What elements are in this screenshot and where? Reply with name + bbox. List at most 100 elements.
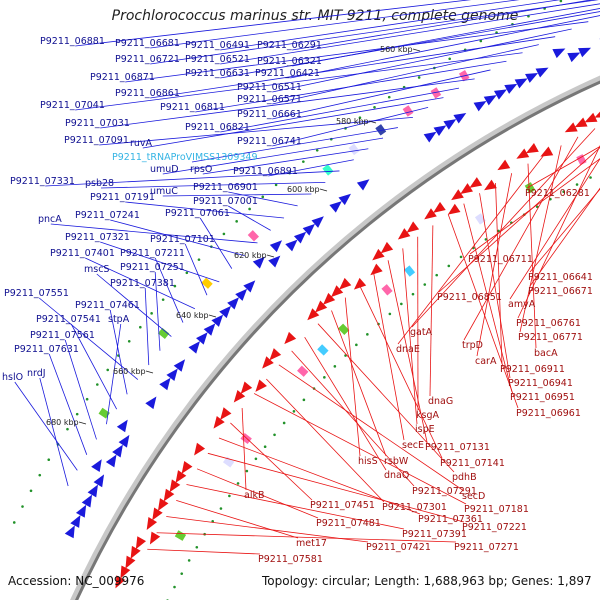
outer-tick-dot: [274, 183, 278, 187]
reverse-gene-label: ispE: [415, 424, 435, 435]
inner-tick-dot: [562, 190, 565, 194]
reverse-gene-label: P9211_07481: [316, 518, 381, 529]
outer-tick-dot: [373, 106, 376, 109]
forward-label-connector: [184, 243, 208, 296]
reverse-gene-label: P9211_07361: [418, 514, 483, 525]
reverse-gene-label: P9211_07291: [412, 486, 477, 497]
forward-gene-arrow: [473, 100, 487, 112]
reverse-gene-arrow: [255, 379, 267, 392]
forward-gene-arrow: [552, 48, 566, 59]
outer-tick-dot: [358, 116, 362, 120]
forward-gene-label: P9211_06521: [185, 54, 250, 65]
forward-gene-label: P9211_06871: [90, 72, 155, 83]
reverse-label-connector: [278, 364, 465, 492]
reverse-gene-label: dnaE: [396, 344, 420, 355]
reverse-gene-arrow: [146, 517, 158, 530]
forward-label-connector: [75, 0, 472, 47]
reverse-label-connector: [469, 158, 600, 255]
forward-gene-label: P9211_06491: [185, 40, 250, 51]
reverse-gene-arrow: [169, 479, 181, 493]
forward-gene-arrow: [483, 95, 497, 106]
outer-tick-dot: [66, 427, 69, 431]
reverse-label-connector: [291, 350, 415, 487]
forward-gene-label: P9211_06811: [160, 102, 225, 113]
forward-label-connector: [48, 353, 88, 455]
reverse-label-connector: [463, 136, 579, 341]
outer-tick-dot: [139, 325, 142, 329]
reverse-gene-arrow: [397, 228, 411, 240]
inner-tick-dot: [173, 585, 176, 589]
reverse-gene-label: P9211_06761: [516, 318, 581, 329]
reverse-gene-arrow: [594, 111, 600, 118]
reverse-gene-label: secD: [462, 491, 485, 502]
outer-tick-dot: [75, 412, 79, 416]
reverse-label-connector: [429, 225, 434, 397]
forward-gene-arrow: [243, 280, 256, 293]
reverse-label-connector: [529, 188, 600, 273]
inner-tick-dot: [355, 343, 358, 347]
scale-tick-label: 640 kbp: [176, 311, 209, 320]
forward-gene-arrow: [302, 223, 315, 236]
inner-feature-block: [174, 530, 187, 541]
reverse-gene-arrow: [339, 277, 352, 290]
forward-gene-label: P9211_06881: [40, 36, 105, 47]
outer-tick-dot: [479, 39, 483, 43]
reverse-label-connector: [495, 183, 503, 365]
forward-gene-arrow: [293, 231, 307, 244]
outer-tick-dot: [106, 368, 110, 372]
forward-label-connector: [162, 137, 384, 175]
forward-label-connector: [220, 0, 561, 51]
forward-label-connector: [110, 219, 245, 257]
reverse-gene-arrow: [315, 300, 328, 313]
reverse-gene-arrow: [269, 348, 282, 361]
forward-gene-label: P9211_07031: [65, 118, 130, 129]
forward-gene-label: P9211_07541: [36, 314, 101, 325]
outer-tick-dot: [38, 473, 42, 477]
reverse-gene-arrow: [497, 159, 511, 171]
reverse-gene-arrow: [175, 470, 187, 483]
reverse-label-connector: [166, 516, 369, 543]
reverse-gene-arrow: [240, 381, 253, 394]
scale-tick-mark: [208, 314, 217, 318]
label-connectors: [14, 0, 600, 555]
forward-label-connector: [100, 241, 220, 283]
forward-gene-arrow: [268, 255, 281, 268]
reverse-gene-label: P9211_07181: [464, 504, 529, 515]
outer-tick-dot: [387, 95, 391, 99]
forward-gene-arrow: [535, 67, 549, 78]
inner-tick-dot: [282, 421, 286, 425]
reverse-gene-label: P9211_06911: [500, 364, 565, 375]
gene-labels: P9211_06881 P9211_06681 P9211_06491 P9211_0…: [2, 36, 593, 565]
forward-gene-arrow: [112, 444, 123, 458]
reverse-gene-arrow: [353, 277, 367, 290]
outer-feature-block: [375, 124, 387, 136]
inner-tick-dot: [228, 494, 231, 498]
scale-tick-mark: [78, 421, 87, 425]
forward-gene-label: P9211_06891: [233, 166, 298, 177]
scale-tick-label: 620 kbp: [234, 251, 267, 260]
reverse-label-connector: [519, 145, 562, 333]
reverse-gene-arrow: [284, 331, 297, 345]
forward-gene-arrow: [311, 216, 324, 228]
forward-gene-label: stpA: [108, 314, 130, 325]
reverse-label-connector: [196, 468, 319, 519]
inner-tick-dot: [263, 445, 267, 449]
reverse-gene-label: P9211_07301: [382, 502, 447, 513]
forward-label-connector: [142, 97, 444, 149]
forward-gene-label: P9211_07631: [14, 344, 79, 355]
forward-label-connector: [290, 15, 600, 79]
forward-gene-label: P9211_06821: [185, 122, 250, 133]
forward-gene-label: P9211_06741: [237, 136, 302, 147]
forward-gene-label: P9211_07241: [75, 210, 140, 221]
scale-tick-label: 580 kbp: [336, 117, 369, 126]
reverse-gene-label: trpD: [462, 340, 483, 351]
reverse-label-connector: [253, 393, 467, 505]
forward-label-connector: [292, 0, 593, 51]
forward-label-connector: [106, 323, 122, 425]
forward-label-connector: [39, 377, 69, 487]
forward-label-connector: [70, 323, 118, 410]
scale-tick-label: 660 kbp: [113, 367, 146, 376]
reverse-gene-arrow: [574, 117, 588, 128]
reverse-label-connector: [186, 484, 405, 530]
forward-gene-arrow: [105, 454, 117, 468]
